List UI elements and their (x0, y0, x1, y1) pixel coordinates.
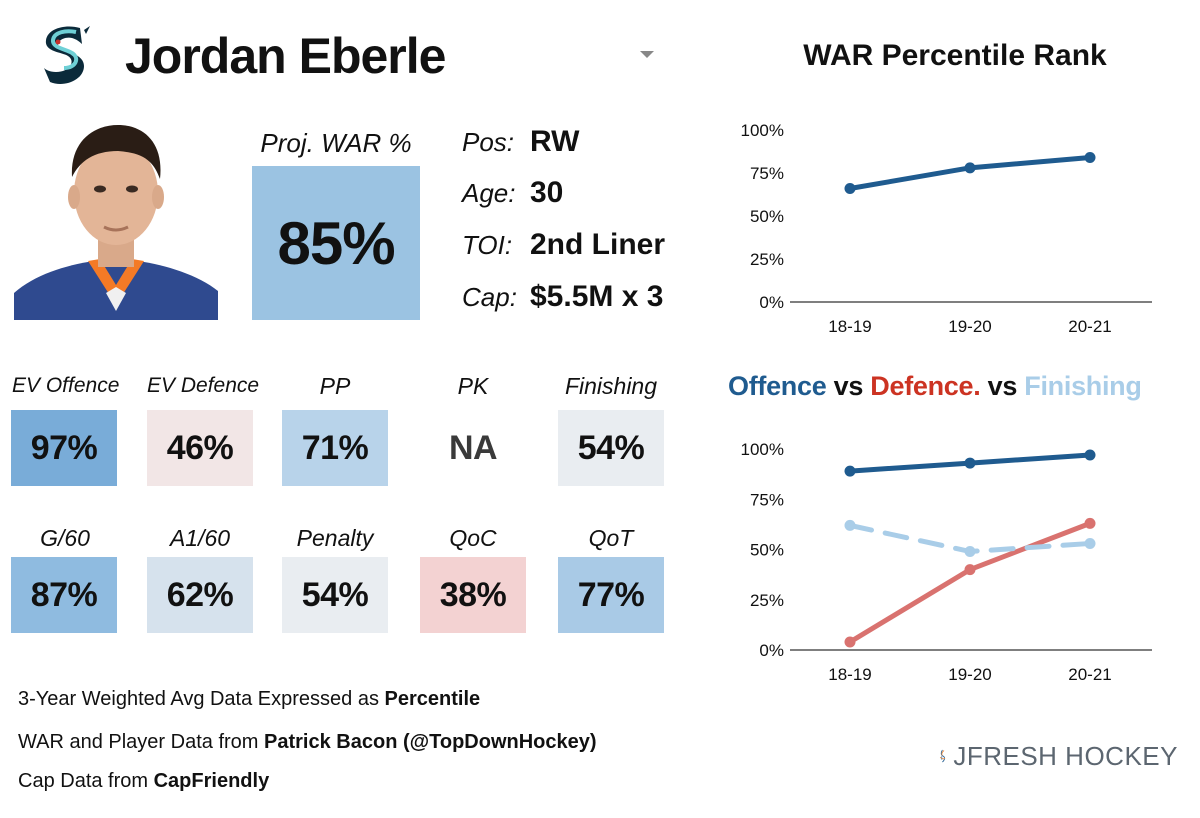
y-tick-label: 50% (750, 207, 784, 226)
data-point (964, 564, 976, 576)
title-offence: Offence (728, 371, 827, 401)
series-line (847, 520, 1093, 645)
metric-label-pp: PP (319, 373, 351, 399)
data-point (1084, 449, 1096, 461)
metric-pk: NA (420, 410, 526, 486)
info-value: 2nd Liner (530, 228, 666, 261)
metric-label-qot: QoT (588, 525, 634, 551)
brand-logo: JFRESH HOCKEY (938, 728, 1178, 784)
data-point (844, 636, 856, 648)
data-point (964, 162, 976, 174)
info-row-cap: Cap: $5.5M x 3 (462, 275, 663, 319)
x-tick-label: 18-19 (828, 665, 871, 684)
info-value: $5.5M x 3 (530, 280, 664, 313)
data-point (844, 519, 856, 531)
jfresh-logo-icon (939, 749, 946, 763)
metric-qot: 77% (558, 557, 664, 633)
metric-label-penalty: Penalty (296, 525, 374, 551)
info-key: Age: (462, 177, 516, 208)
data-point (844, 465, 856, 477)
footer-text: 3-Year Weighted Avg Data Expressed as (18, 688, 385, 710)
metric-label-ev-offence: EV Offence (12, 374, 120, 397)
x-tick-label: 18-19 (828, 317, 871, 336)
metric-label-qoc: QoC (449, 525, 497, 551)
x-tick-label: 20-21 (1068, 317, 1111, 336)
info-value: RW (530, 125, 580, 158)
data-point (964, 457, 976, 469)
footer-bold: Patrick Bacon (@TopDownHockey) (264, 731, 597, 753)
metric-label-ev-defence: EV Defence (147, 374, 260, 397)
info-value: 30 (530, 176, 564, 209)
data-point (1084, 152, 1096, 164)
y-tick-label: 75% (750, 164, 784, 183)
footer-text: Cap Data from (18, 770, 154, 792)
metric-ev-offence: 97% (11, 410, 117, 486)
metric-pp: 71% (282, 410, 388, 486)
metric-label-g60: G/60 (40, 525, 90, 551)
y-tick-label: 50% (750, 541, 784, 560)
footer-note-percentile: 3-Year Weighted Avg Data Expressed as Pe… (18, 684, 480, 714)
footer-bold: Percentile (384, 688, 481, 710)
player-name: Jordan Eberle (125, 28, 446, 84)
offence-defence-finishing-chart: 0% 25% 50% 75% 100% 18-19 19-20 20-21 (741, 440, 1152, 684)
metric-a160: 62% (147, 557, 253, 633)
war-chart-title: WAR Percentile Rank (803, 39, 1107, 72)
info-row-toi: TOI: 2nd Liner (462, 223, 665, 267)
proj-war-value: 85% (252, 166, 420, 320)
player-photo (14, 115, 218, 320)
y-tick-label: 100% (741, 440, 784, 459)
footer-bold: CapFriendly (153, 770, 270, 792)
info-key: Pos: (462, 126, 515, 157)
data-point (964, 546, 976, 558)
metric-qoc: 38% (420, 557, 526, 633)
footer-text: WAR and Player Data from (18, 731, 265, 753)
metric-label-pk: PK (457, 373, 489, 399)
title-finishing: Finishing (1024, 371, 1142, 401)
metric-ev-defence: 46% (147, 410, 253, 486)
footer-note-war-source: WAR and Player Data from Patrick Bacon (… (18, 727, 597, 757)
metric-g60: 87% (11, 557, 117, 633)
info-row-position: Pos: RW (462, 120, 579, 164)
metric-label-finishing: Finishing (564, 373, 658, 399)
title-vs: vs (826, 371, 871, 401)
info-row-age: Age: 30 (462, 171, 563, 215)
metric-penalty: 54% (282, 557, 388, 633)
split-chart-title: Offence vs Defence. vs Finishing (728, 366, 1180, 406)
x-tick-label: 20-21 (1068, 665, 1111, 684)
proj-war-label: Proj. WAR % (260, 128, 412, 158)
metric-finishing: 54% (558, 410, 664, 486)
brand-text: JFRESH HOCKEY (953, 740, 1178, 771)
y-tick-label: 100% (741, 121, 784, 140)
footer-note-cap-source: Cap Data from CapFriendly (18, 766, 269, 796)
player-select-dropdown-icon[interactable] (634, 46, 660, 64)
data-point (1084, 517, 1096, 529)
info-key: Cap: (462, 281, 517, 312)
kraken-logo-icon (44, 26, 90, 85)
metric-label-a160: A1/60 (169, 525, 231, 551)
title-defence: Defence. (870, 371, 981, 401)
y-tick-label: 25% (750, 250, 784, 269)
x-tick-label: 19-20 (948, 665, 991, 684)
y-tick-label: 25% (750, 591, 784, 610)
info-key: TOI: (462, 229, 513, 260)
data-point (1084, 537, 1096, 549)
y-tick-label: 0% (759, 293, 784, 312)
y-tick-label: 75% (750, 490, 784, 509)
data-point (844, 182, 856, 194)
title-vs: vs (980, 371, 1025, 401)
war-percentile-chart: 0% 25% 50% 75% 100% 18-19 19-20 20-21 (741, 121, 1152, 336)
x-tick-label: 19-20 (948, 317, 991, 336)
y-tick-label: 0% (759, 641, 784, 660)
